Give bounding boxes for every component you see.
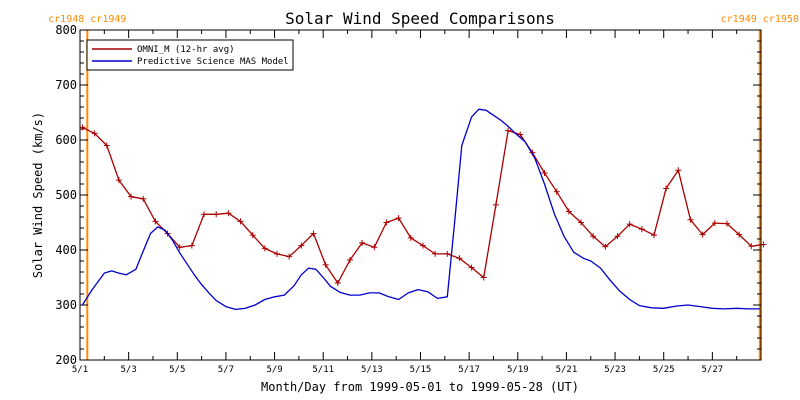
y-tick-label: 600 [55, 133, 77, 147]
x-tick-label: 5/1 [72, 365, 88, 375]
omni-data-point [505, 127, 512, 134]
x-tick-label: 5/27 [702, 365, 724, 375]
y-tick-label: 400 [55, 243, 77, 257]
omni-data-point [590, 233, 597, 240]
x-axis-label: Month/Day from 1999-05-01 to 1999-05-28 … [261, 380, 579, 394]
y-tick-label: 800 [55, 23, 77, 37]
omni-data-point [322, 261, 329, 268]
mas-series-line [81, 108, 760, 311]
y-axis-label: Solar Wind Speed (km/s) [31, 112, 45, 278]
chart-title: Solar Wind Speed Comparisons [285, 9, 555, 28]
omni-data-point [298, 242, 305, 249]
legend-label-mas: Predictive Science MAS Model [137, 57, 289, 67]
x-tick-label: 5/23 [604, 365, 626, 375]
omni-data-point [675, 167, 682, 174]
omni-data-point [480, 274, 487, 281]
x-tick-label: 5/15 [410, 365, 432, 375]
x-tick-label: 5/13 [361, 365, 383, 375]
plot-frame [79, 29, 762, 361]
legend-box [86, 39, 294, 71]
y-tick-label: 300 [55, 298, 77, 312]
omni-data-point [432, 250, 439, 257]
omni-data-point [201, 211, 208, 218]
omni-data-point [346, 256, 353, 263]
omni-data-point [213, 211, 220, 218]
omni-data-point [444, 250, 451, 257]
omni-data-point [736, 231, 743, 238]
legend: OMNI_M (12-hr avg) Predictive Science MA… [86, 39, 294, 71]
omni-data-point [711, 220, 718, 227]
x-tick-label: 5/7 [218, 365, 234, 375]
omni-data-point [225, 210, 232, 217]
omni-data-point [517, 131, 524, 138]
x-tick-label: 5/17 [458, 365, 480, 375]
omni-data-point [407, 234, 414, 241]
legend-label-omni: OMNI_M (12-hr avg) [137, 45, 235, 55]
x-tick-label: 5/3 [121, 365, 137, 375]
omni-data-point [541, 170, 548, 176]
omni-data-point [602, 243, 609, 250]
omni-data-point [286, 253, 293, 260]
x-tick-label: 5/21 [556, 365, 578, 375]
omni-data-point [249, 232, 256, 239]
omni-data-point [699, 231, 706, 238]
x-tick-label: 5/9 [266, 365, 282, 375]
omni-data-point [578, 219, 585, 226]
omni-data-point [128, 193, 135, 200]
omni-data-point [468, 264, 475, 271]
omni-data-point [91, 130, 98, 137]
omni-data-point [115, 177, 122, 184]
x-axis-ticks: 5/1 5/3 5/5 5/7 5/9 5/11 5/13 5/15 5/17 5/19 5/21 5… [72, 30, 738, 375]
carrington-label: cr1948 cr1949 [48, 14, 126, 25]
omni-data-point [152, 218, 159, 225]
x-tick-label: 5/19 [507, 365, 529, 375]
omni-data-point [663, 185, 670, 192]
omni-data-point [310, 230, 317, 237]
omni-data-point [383, 219, 390, 226]
omni-data-point [565, 208, 572, 215]
y-tick-label: 700 [55, 78, 77, 92]
x-tick-label: 5/5 [169, 365, 185, 375]
omni-data-point [492, 201, 499, 208]
y-axis-ticks: 200 300 400 500 600 700 800 [55, 23, 761, 367]
omni-data-point [237, 218, 244, 225]
omni-data-point [359, 239, 366, 246]
omni-data-point [614, 233, 621, 240]
y-tick-label: 200 [55, 353, 77, 367]
omni-data-point [687, 216, 694, 223]
omni-data-point [334, 280, 341, 286]
omni-data-point [274, 250, 281, 257]
omni-data-point [103, 142, 110, 149]
x-tick-label: 5/11 [312, 365, 334, 375]
omni-data-point [748, 243, 755, 250]
omni-data-point [140, 195, 147, 202]
omni-data-point [553, 188, 560, 195]
x-tick-label: 5/25 [653, 365, 675, 375]
omni-data-point [650, 232, 657, 239]
omni-data-point [723, 220, 730, 227]
omni-data-point [419, 242, 426, 249]
omni-data-point [638, 226, 645, 233]
omni-data-point [261, 245, 268, 252]
omni-data-point [626, 221, 633, 228]
y-tick-label: 500 [55, 188, 77, 202]
omni-data-point [371, 244, 378, 251]
omni-data-point [456, 255, 463, 262]
omni-data-point [188, 242, 195, 249]
omni-data-point [176, 244, 183, 251]
omni-data-point [395, 215, 402, 222]
carrington-label: cr1949 cr1950 [721, 14, 799, 25]
